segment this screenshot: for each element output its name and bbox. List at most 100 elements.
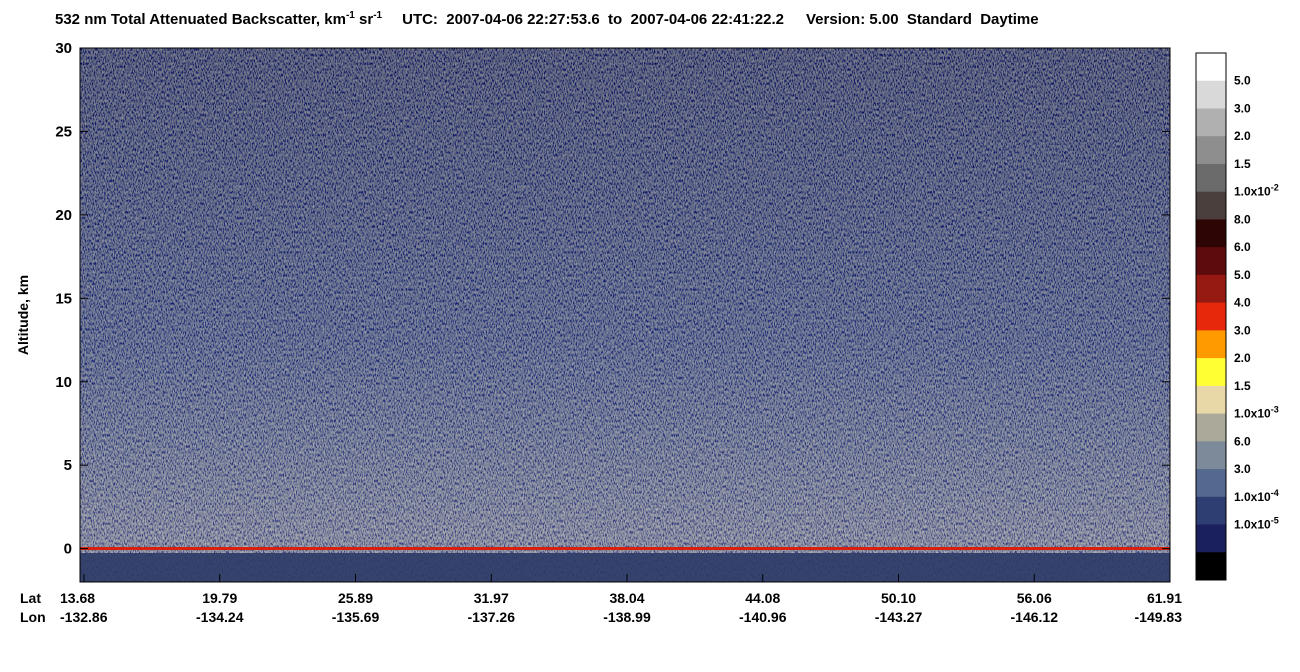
lat-label: 31.97 — [474, 590, 509, 606]
lat-label: 13.68 — [60, 590, 95, 606]
colorbar-label: 8.0 — [1234, 212, 1251, 226]
lat-label: 50.10 — [881, 590, 916, 606]
y-axis-label: Altitude, km — [15, 275, 31, 355]
colorbar-swatch — [1196, 163, 1226, 193]
lat-label: 44.08 — [745, 590, 780, 606]
colorbar-label: 1.0x10-2 — [1234, 183, 1279, 199]
colorbar-swatch — [1196, 219, 1226, 248]
colorbar-swatch — [1196, 136, 1226, 165]
colorbar-label: 1.0x10-4 — [1234, 488, 1279, 504]
colorbar-label: 5.0 — [1234, 74, 1251, 88]
colorbar-swatch — [1196, 385, 1226, 415]
colorbar-swatch — [1196, 469, 1226, 498]
lon-label: -146.12 — [1011, 609, 1059, 625]
colorbar-label-text: 8.0 — [1234, 212, 1251, 226]
colorbar-label-text: 1.0x10 — [1234, 518, 1271, 532]
colorbar-swatch — [1196, 552, 1226, 581]
title-exp: -1 — [346, 10, 355, 21]
curtain — [79, 47, 1171, 583]
colorbar-label: 2.0 — [1234, 351, 1251, 365]
lon-row-label: Lon — [20, 609, 46, 625]
y-tick-label: 15 — [55, 290, 72, 307]
y-tick-label: 30 — [55, 40, 72, 57]
colorbar-label: 1.5 — [1234, 157, 1251, 171]
colorbar-swatch — [1196, 413, 1226, 442]
lon-label: -132.86 — [60, 609, 108, 625]
colorbar-swatch — [1196, 80, 1226, 109]
lon-label: -143.27 — [875, 609, 923, 625]
colorbar-label-text: 4.0 — [1234, 296, 1251, 310]
colorbar-label-text: 3.0 — [1234, 462, 1251, 476]
lon-label: -149.83 — [1135, 609, 1183, 625]
lat-row-label: Lat — [20, 590, 41, 606]
colorbar-label: 3.0 — [1234, 462, 1251, 476]
lat-label: 56.06 — [1017, 590, 1052, 606]
lat-label: 25.89 — [338, 590, 373, 606]
colorbar-label-text: 3.0 — [1234, 323, 1251, 337]
colorbar-label-exp: -2 — [1271, 183, 1279, 193]
colorbar-label: 2.0 — [1234, 129, 1251, 143]
colorbar-label-text: 6.0 — [1234, 240, 1251, 254]
lon-label: -137.26 — [468, 609, 516, 625]
lon-label: -134.24 — [196, 609, 244, 625]
colorbar-label-exp: -3 — [1271, 405, 1279, 415]
colorbar: 5.03.02.01.51.0x10-28.06.05.04.03.02.01.… — [1195, 52, 1279, 581]
colorbar-label-text: 1.5 — [1234, 379, 1251, 393]
colorbar-label: 1.0x10-3 — [1234, 405, 1279, 421]
chart-title: 532 nm Total Attenuated Backscatter, km-… — [55, 10, 1039, 28]
colorbar-swatch — [1196, 524, 1226, 553]
y-tick-label: 20 — [55, 207, 72, 224]
y-tick-label: 25 — [55, 123, 72, 140]
colorbar-label-text: 1.5 — [1234, 157, 1251, 171]
y-tick-label: 5 — [64, 457, 72, 474]
colorbar-label-text: 6.0 — [1234, 434, 1251, 448]
colorbar-label: 6.0 — [1234, 240, 1251, 254]
colorbar-label-text: 2.0 — [1234, 129, 1251, 143]
colorbar-label: 3.0 — [1234, 101, 1251, 115]
lat-label: 19.79 — [202, 590, 237, 606]
colorbar-label: 6.0 — [1234, 434, 1251, 448]
y-tick-label: 0 — [64, 541, 72, 558]
colorbar-swatch — [1196, 496, 1226, 526]
title-unit: sr — [355, 11, 374, 28]
curtain-noise — [80, 48, 1170, 582]
colorbar-label-text: 3.0 — [1234, 101, 1251, 115]
colorbar-label-text: 1.0x10 — [1234, 185, 1271, 199]
title-utc: UTC: 2007-04-06 22:27:53.6 to 2007-04-06… — [402, 11, 784, 28]
colorbar-label-text: 1.0x10 — [1234, 407, 1271, 421]
colorbar-label: 4.0 — [1234, 296, 1251, 310]
colorbar-swatch — [1196, 441, 1226, 470]
lat-label: 61.91 — [1147, 590, 1182, 606]
lon-label: -135.69 — [332, 609, 380, 625]
colorbar-swatch — [1196, 108, 1226, 137]
surface-line — [80, 547, 1170, 550]
y-tick-label: 10 — [55, 374, 72, 391]
colorbar-label-text: 1.0x10 — [1234, 490, 1271, 504]
colorbar-swatch — [1196, 191, 1226, 220]
plot-frame — [79, 47, 1171, 583]
title-version: Version: 5.00 Standard Daytime — [806, 11, 1039, 28]
colorbar-label: 5.0 — [1234, 268, 1251, 282]
title-product: 532 nm Total Attenuated Backscatter, km — [55, 11, 346, 28]
colorbar-label-exp: -4 — [1271, 488, 1279, 498]
colorbar-swatch — [1196, 274, 1226, 304]
colorbar-label-exp: -5 — [1271, 516, 1279, 526]
colorbar-label: 1.0x10-5 — [1234, 516, 1279, 532]
colorbar-swatch — [1196, 302, 1226, 331]
colorbar-frame — [1195, 52, 1227, 581]
lon-label: -138.99 — [603, 609, 651, 625]
colorbar-label-text: 5.0 — [1234, 268, 1251, 282]
colorbar-label-text: 5.0 — [1234, 74, 1251, 88]
colorbar-label-text: 2.0 — [1234, 351, 1251, 365]
lat-label: 38.04 — [609, 590, 644, 606]
colorbar-swatch — [1196, 358, 1226, 387]
colorbar-swatch — [1196, 247, 1226, 276]
colorbar-swatch — [1196, 330, 1226, 359]
lon-label: -140.96 — [739, 609, 787, 625]
colorbar-label: 3.0 — [1234, 323, 1251, 337]
subsurface — [80, 553, 1170, 582]
title-exp: -1 — [373, 10, 382, 21]
colorbar-label: 1.5 — [1234, 379, 1251, 393]
colorbar-swatch — [1196, 53, 1226, 82]
